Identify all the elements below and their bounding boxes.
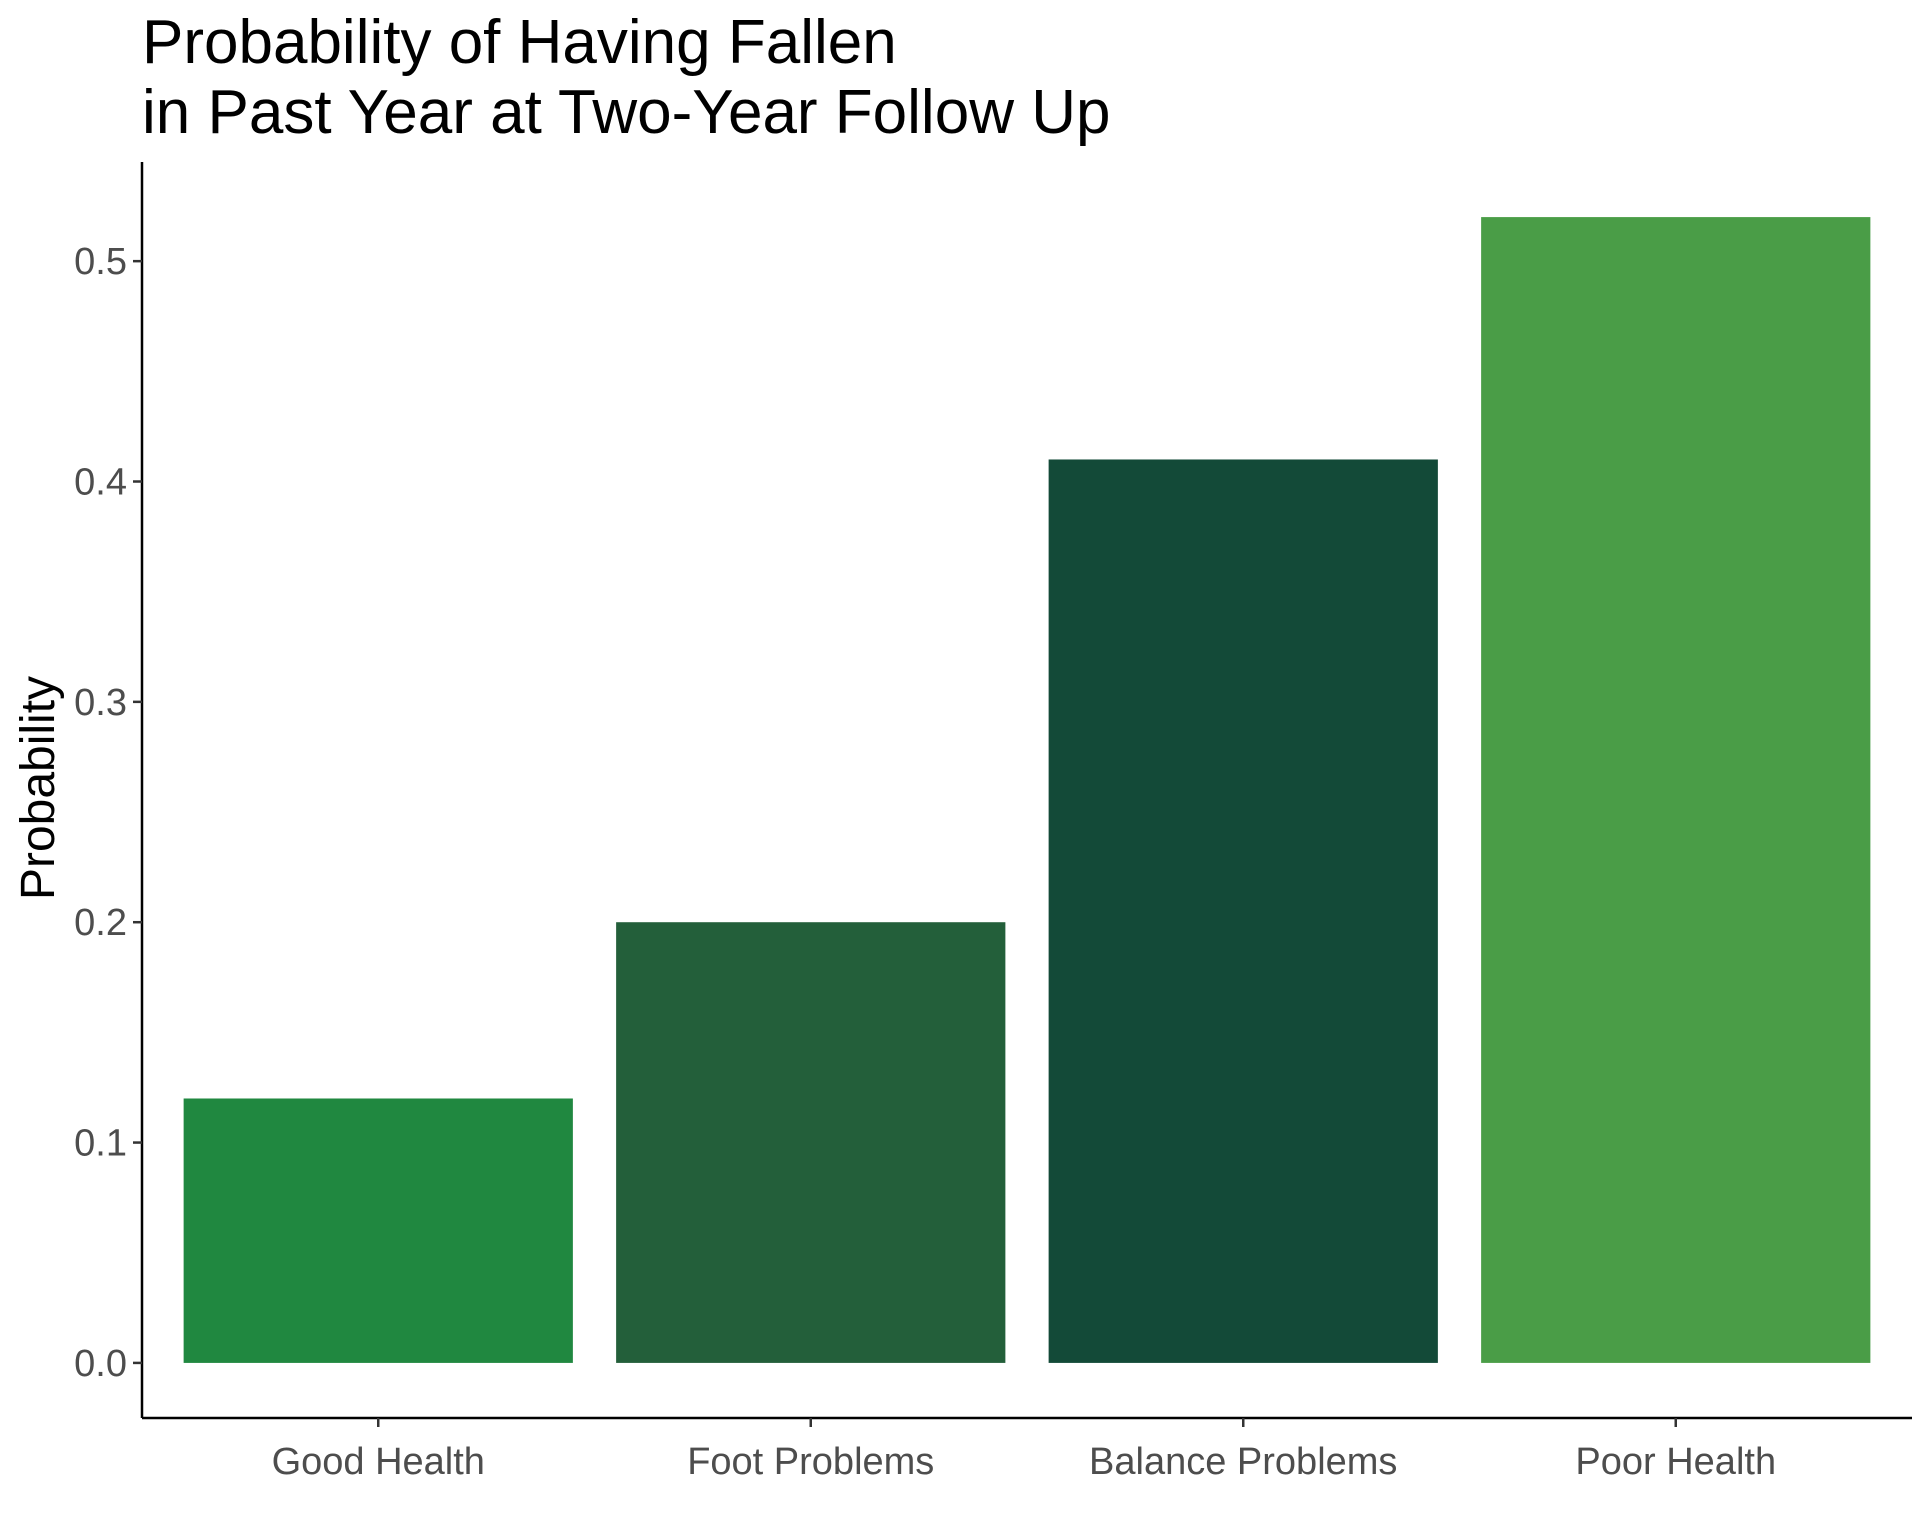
y-tick-label-4: 0.4 (74, 462, 127, 504)
y-axis-title: Probability (12, 676, 65, 900)
x-tick-label-1: Foot Problems (687, 1441, 934, 1483)
y-tick-label-2: 0.2 (74, 902, 127, 944)
x-axis: Good Health Foot Problems Balance Problems… (142, 1416, 1912, 1483)
chart-title: Probability of Having Fallen in Past Yea… (142, 8, 1110, 148)
y-tick-label-0: 0.0 (74, 1343, 127, 1385)
y-tick-label-1: 0.1 (74, 1123, 127, 1165)
x-tick-label-3: Poor Health (1575, 1441, 1776, 1483)
bar-3 (1481, 217, 1871, 1363)
x-tick-label-0: Good Health (272, 1441, 485, 1483)
y-tick-label-5: 0.5 (74, 241, 127, 283)
bars-layer (183, 217, 1871, 1363)
bar-2 (1048, 459, 1438, 1363)
chart-title-line-2: in Past Year at Two-Year Follow Up (142, 78, 1111, 147)
y-axis: 0.0 0.1 0.2 0.3 0.4 0.5 (74, 162, 144, 1418)
x-tick-label-2: Balance Problems (1089, 1441, 1397, 1483)
y-tick-label-3: 0.3 (74, 682, 127, 724)
bar-1 (616, 922, 1006, 1363)
chart-title-line-1: Probability of Having Fallen (142, 8, 897, 77)
bar-0 (183, 1098, 573, 1363)
